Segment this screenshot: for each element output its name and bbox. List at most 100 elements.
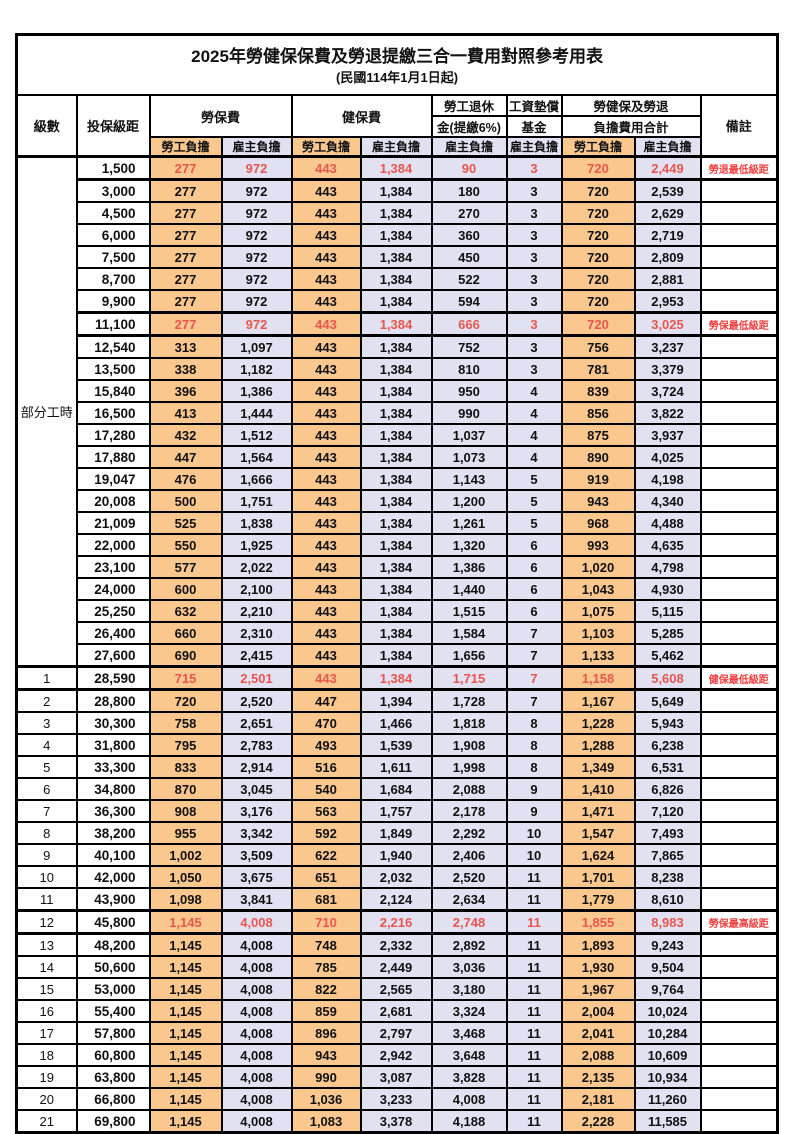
cell-total-employer: 2,953 <box>633 289 702 314</box>
cell-total-employer: 6,531 <box>633 755 702 779</box>
cell-total-employee: 1,701 <box>560 865 636 889</box>
cell-pension-employer: 666 <box>430 311 508 337</box>
cell-remark: 勞退最低級距 <box>699 155 779 181</box>
col-header-wage-fund-line2: 基金 <box>505 115 563 138</box>
cell-level: 21 <box>15 1109 78 1134</box>
table-row: 3 30,300 758 2,651 470 1,466 1,818 8 1,228 5,943 <box>15 711 779 735</box>
cell-labor-employee: 720 <box>148 688 223 713</box>
cell-pension-employer: 360 <box>430 223 508 247</box>
cell-bracket: 7,500 <box>75 245 151 269</box>
title-row: 2025年勞健保保費及勞退提繳三合一費用對照參考用表 (民國114年1月1日起) <box>15 33 779 96</box>
cell-labor-employer: 972 <box>220 178 293 203</box>
cell-remark <box>699 357 779 381</box>
cell-health-employee: 443 <box>290 379 362 403</box>
cell-health-employee: 443 <box>290 357 362 381</box>
cell-remark <box>699 511 779 535</box>
cell-remark: 勞保最低級距 <box>699 311 779 337</box>
cell-total-employee: 2,088 <box>560 1043 636 1067</box>
cell-bracket: 3,000 <box>75 178 151 203</box>
cell-health-employer: 3,087 <box>359 1065 433 1089</box>
cell-level: 19 <box>15 1065 78 1089</box>
cell-total-employer: 4,488 <box>633 511 702 535</box>
cell-total-employer: 11,260 <box>633 1087 702 1111</box>
cell-health-employee: 443 <box>290 621 362 645</box>
cell-health-employee: 443 <box>290 423 362 447</box>
cell-health-employer: 1,394 <box>359 688 433 713</box>
cell-labor-employee: 715 <box>148 665 223 691</box>
table-row: 6 34,800 870 3,045 540 1,684 2,088 9 1,410 6,826 <box>15 777 779 801</box>
cell-health-employer: 1,539 <box>359 733 433 757</box>
cell-labor-employee: 277 <box>148 245 223 269</box>
cell-total-employer: 10,024 <box>633 999 702 1023</box>
cell-bracket: 9,900 <box>75 289 151 314</box>
cell-wage-fund-employer: 11 <box>505 977 563 1001</box>
cell-level: 15 <box>15 977 78 1001</box>
cell-wage-fund-employer: 11 <box>505 865 563 889</box>
cell-total-employee: 720 <box>560 223 636 247</box>
table-row: 15 53,000 1,145 4,008 822 2,565 3,180 11 1,967 9,… <box>15 977 779 1001</box>
cell-remark <box>699 1109 779 1134</box>
cell-labor-employer: 2,520 <box>220 688 293 713</box>
cell-labor-employer: 2,022 <box>220 555 293 579</box>
cell-bracket: 50,600 <box>75 955 151 979</box>
cell-remark <box>699 821 779 845</box>
cell-total-employee: 720 <box>560 201 636 225</box>
cell-total-employer: 2,449 <box>633 155 702 181</box>
cell-labor-employee: 1,145 <box>148 1021 223 1045</box>
cell-labor-employee: 277 <box>148 267 223 291</box>
cell-remark <box>699 643 779 668</box>
cell-total-employee: 1,547 <box>560 821 636 845</box>
cell-bracket: 6,000 <box>75 223 151 247</box>
cell-level: 17 <box>15 1021 78 1045</box>
cell-labor-employer: 2,210 <box>220 599 293 623</box>
cell-total-employee: 919 <box>560 467 636 491</box>
cell-labor-employer: 1,838 <box>220 511 293 535</box>
cell-total-employee: 943 <box>560 489 636 513</box>
cell-total-employer: 8,983 <box>633 909 702 935</box>
cell-pension-employer: 90 <box>430 155 508 181</box>
cell-health-employer: 2,216 <box>359 909 433 935</box>
cell-labor-employer: 1,182 <box>220 357 293 381</box>
cell-wage-fund-employer: 3 <box>505 334 563 359</box>
cell-health-employer: 1,611 <box>359 755 433 779</box>
cell-labor-employer: 1,097 <box>220 334 293 359</box>
cell-pension-employer: 810 <box>430 357 508 381</box>
table-row: 23,100 577 2,022 443 1,384 1,386 6 1,020 4,798 <box>17 555 779 579</box>
cell-total-employer: 8,238 <box>633 865 702 889</box>
cell-health-employee: 443 <box>290 289 362 314</box>
cell-total-employer: 11,585 <box>633 1109 702 1134</box>
cell-bracket: 40,100 <box>75 843 151 867</box>
cell-labor-employee: 396 <box>148 379 223 403</box>
col-header-labor-insurance: 勞保費 <box>148 94 293 138</box>
cell-pension-employer: 1,908 <box>430 733 508 757</box>
cell-remark <box>699 379 779 403</box>
cell-labor-employee: 1,098 <box>148 887 223 912</box>
cell-wage-fund-employer: 11 <box>505 1109 563 1134</box>
cell-labor-employer: 4,008 <box>220 1087 293 1111</box>
table-row: 16 55,400 1,145 4,008 859 2,681 3,324 11 2,004 10… <box>15 999 779 1023</box>
cell-labor-employer: 1,925 <box>220 533 293 557</box>
cell-health-employee: 443 <box>290 201 362 225</box>
cell-wage-fund-employer: 11 <box>505 909 563 935</box>
cell-wage-fund-employer: 7 <box>505 621 563 645</box>
cell-labor-employee: 833 <box>148 755 223 779</box>
subheader-total-employer: 雇主負擔 <box>633 136 702 158</box>
cell-total-employer: 5,943 <box>633 711 702 735</box>
cell-health-employer: 1,384 <box>359 201 433 225</box>
cell-labor-employee: 1,145 <box>148 955 223 979</box>
cell-health-employer: 1,384 <box>359 245 433 269</box>
cell-health-employee: 622 <box>290 843 362 867</box>
cell-level: 11 <box>15 887 78 912</box>
cell-level: 20 <box>15 1087 78 1111</box>
cell-labor-employee: 1,145 <box>148 1109 223 1134</box>
col-header-wage-fund-line1: 工資墊償 <box>505 94 563 117</box>
cell-total-employer: 10,284 <box>633 1021 702 1045</box>
cell-bracket: 31,800 <box>75 733 151 757</box>
table-row: 8 38,200 955 3,342 592 1,849 2,292 10 1,547 7,493 <box>15 821 779 845</box>
cell-bracket: 28,590 <box>75 665 151 691</box>
cell-health-employer: 1,384 <box>359 577 433 601</box>
table-row: 24,000 600 2,100 443 1,384 1,440 6 1,043 4,930 <box>17 577 779 601</box>
cell-total-employer: 5,649 <box>633 688 702 713</box>
cell-total-employee: 856 <box>560 401 636 425</box>
cell-health-employee: 443 <box>290 599 362 623</box>
